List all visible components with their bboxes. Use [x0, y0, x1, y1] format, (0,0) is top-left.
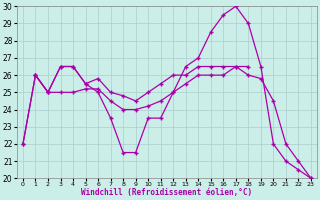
X-axis label: Windchill (Refroidissement éolien,°C): Windchill (Refroidissement éolien,°C): [81, 188, 252, 197]
